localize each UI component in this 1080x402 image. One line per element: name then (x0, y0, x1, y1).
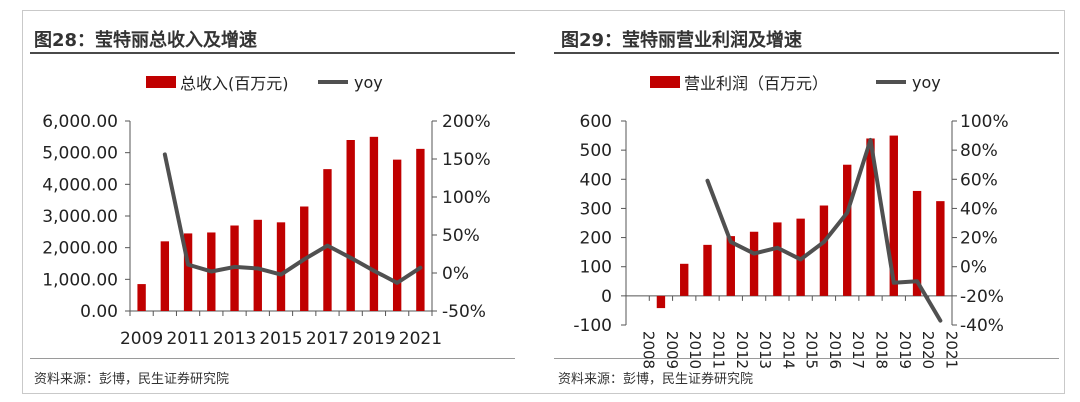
y-left-tick-label: 600 (580, 112, 612, 132)
x-tick-label: 2011 (166, 329, 209, 349)
y-left-tick-label: 100 (580, 258, 612, 278)
chart-title: 图29：莹特丽营业利润及增速 (561, 30, 803, 51)
x-tick-label: 2014 (779, 331, 797, 369)
y-right-tick-label: 150% (442, 150, 491, 170)
legend-bar: 总收入(百万元) (146, 72, 289, 93)
y-left-tick-label: 2,000.00 (42, 239, 118, 259)
title-divider (30, 52, 515, 54)
bar (749, 231, 759, 296)
x-tick-label: 2019 (352, 329, 395, 349)
y-right-tick-label: 80% (960, 141, 998, 161)
title-divider (554, 52, 1059, 54)
source-divider (30, 358, 515, 359)
y-left-tick-label: 400 (580, 170, 612, 190)
y-right-tick-label: 20% (960, 229, 998, 249)
y-left-tick-label: 0 (601, 287, 612, 307)
bar (137, 284, 146, 311)
y-right-tick-label: 100% (442, 188, 491, 208)
bar (253, 219, 262, 311)
bar (819, 205, 829, 296)
x-tick-label: 2015 (803, 331, 821, 369)
x-tick-label: 2017 (849, 331, 867, 369)
x-tick-label: 2021 (399, 329, 442, 349)
source-note: 资料来源：彭博，民生证券研究院 (34, 372, 230, 387)
bar (369, 136, 379, 311)
bar (323, 169, 332, 311)
x-tick-label: 2013 (213, 329, 256, 349)
bar (889, 135, 898, 296)
x-tick-label: 2010 (686, 331, 704, 369)
bar (680, 263, 689, 296)
legend-bar-label: 营业利润（百万元） (684, 74, 829, 93)
legend-line-label: yoy (912, 72, 941, 92)
x-tick-label: 2009 (120, 329, 163, 349)
bar (703, 244, 712, 296)
y-right-tick-label: 100% (960, 112, 1009, 132)
y-left-tick-label: 300 (580, 199, 612, 219)
y-left-tick-label: 5,000.00 (42, 144, 118, 164)
bar (346, 140, 355, 311)
source-note: 资料来源：彭博，民生证券研究院 (558, 372, 754, 387)
x-tick-label: 2009 (663, 331, 681, 369)
x-tick-label: 2013 (756, 331, 774, 369)
x-tick-label: 2012 (733, 331, 751, 369)
legend-bar: 营业利润（百万元） (650, 72, 829, 93)
y-left-tick-label: 1,000.00 (42, 270, 118, 290)
y-left-tick-label: 6,000.00 (42, 112, 118, 132)
legend-line-swatch (876, 80, 906, 84)
x-tick-label: 2017 (306, 329, 349, 349)
yoy-line (162, 152, 423, 285)
legend-bar-swatch (650, 76, 680, 88)
revenue-chart: 0.00 1,000.00 2,000.00 3,000.00 4,000.00 5,00… (42, 112, 491, 349)
x-tick-label: 2018 (873, 331, 891, 369)
x-tick-label: 2015 (259, 329, 302, 349)
source-divider (554, 358, 1059, 359)
bar (416, 148, 425, 311)
y-right-tick-label: 50% (442, 226, 480, 246)
bar (276, 222, 286, 311)
bar (936, 201, 945, 296)
y-left-tick-label: 3,000.00 (42, 207, 118, 227)
y-right-tick-label: 40% (960, 199, 998, 219)
x-tick-label: 2019 (896, 331, 914, 369)
bar (843, 164, 852, 296)
x-tick-label: 2016 (826, 331, 844, 369)
bar (656, 295, 666, 309)
legend-line: yoy (318, 72, 383, 92)
chart-panel-revenue: 图28：莹特丽总收入及增速 总收入(百万元) yoy 0.00 1,000.00 2… (30, 30, 515, 387)
bar (773, 222, 782, 296)
bar (183, 233, 193, 311)
x-tick-label: 2008 (640, 331, 658, 369)
x-tick-label: 2011 (710, 331, 728, 369)
figure-frame (22, 10, 1065, 394)
y-left-tick-label: 0.00 (80, 302, 118, 322)
bar (912, 190, 922, 296)
bar (866, 138, 875, 296)
bar (726, 236, 735, 296)
y-left-tick-label: 500 (580, 141, 612, 161)
y-left-tick-label: -100 (573, 316, 612, 336)
chart-panel-operating-profit: 图29：莹特丽营业利润及增速 营业利润（百万元） yoy -100 0 100 200… (540, 0, 1080, 402)
bar (160, 241, 170, 311)
chart-title: 图28：莹特丽总收入及增速 (34, 30, 258, 51)
operating-profit-chart: -100 0 100 200 300 400 500 600 -40% -20% 0% 20% 40% 6… (573, 112, 1009, 369)
y-left-tick-label: 200 (580, 229, 612, 249)
y-right-tick-label: 0% (442, 264, 469, 284)
x-tick-label: 2021 (942, 331, 960, 369)
y-right-tick-label: 0% (960, 258, 987, 278)
bar (392, 159, 402, 311)
y-right-tick-label: 200% (442, 112, 491, 132)
legend-line: yoy (876, 72, 941, 92)
legend-line-swatch (318, 80, 348, 84)
legend-bar-label: 总收入(百万元) (180, 74, 289, 93)
legend-line-label: yoy (354, 72, 383, 92)
x-tick-label: 2020 (919, 331, 937, 369)
y-right-tick-label: 60% (960, 170, 998, 190)
y-right-tick-label: -20% (960, 287, 1004, 307)
y-right-tick-label: -50% (442, 302, 486, 322)
y-left-tick-label: 4,000.00 (42, 175, 118, 195)
y-right-tick-label: -40% (960, 316, 1004, 336)
legend-bar-swatch (146, 76, 176, 88)
